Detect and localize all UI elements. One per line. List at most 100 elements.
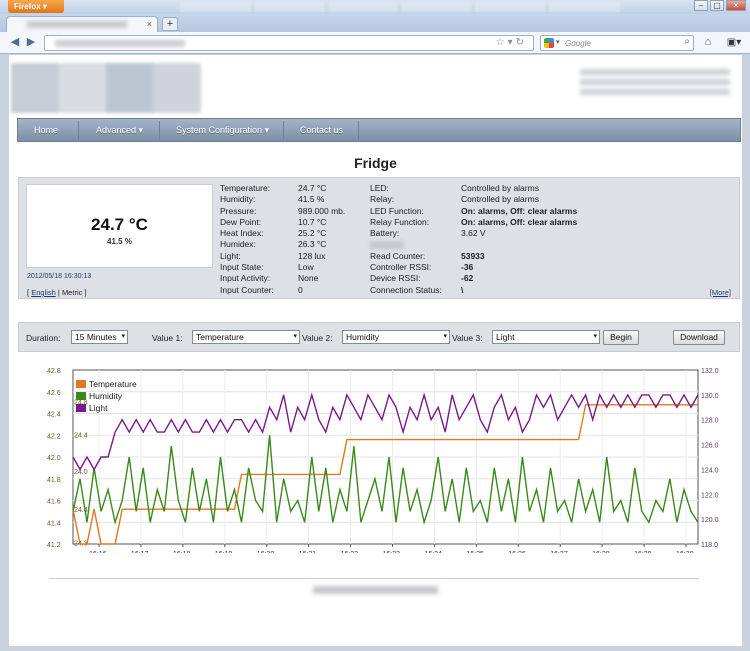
legend-label: Light (89, 403, 108, 413)
minimize-icon[interactable]: – (694, 0, 708, 11)
duration-select[interactable]: 15 Minutes ▾ (71, 330, 128, 344)
x-tick-label: 16:26 (508, 551, 526, 553)
field-value: 25.2 °C (298, 228, 327, 239)
new-tab-button[interactable]: + (162, 17, 178, 31)
duration-select-value: 15 Minutes (75, 332, 117, 342)
footer-text-redacted (313, 586, 438, 594)
site-tagline-redacted (580, 69, 730, 97)
menu-separator (159, 121, 160, 139)
field-label: LED: (370, 183, 389, 193)
sensor-chart-svg: 42.8 42.6 42.4 42.2 42.0 41.8 41.6 41.4 41.2 24.8… (47, 368, 719, 553)
legend-item-temperature: Temperature (76, 378, 137, 390)
y-left-tick-label: 41.8 (47, 477, 61, 484)
x-tick-label: 16:19 (215, 551, 233, 553)
legend-label: Temperature (89, 379, 137, 389)
field-value: 989.000 mb. (298, 205, 346, 216)
chevron-down-icon: ▾ (138, 125, 144, 135)
dropdown-arrow-icon: ▾ (443, 333, 447, 340)
device-info-panel: 24.7 °C 41.5 % 2012/05/18 16:30:13 [ Eng… (18, 177, 740, 299)
y-right-tick-label: 130.0 (701, 393, 719, 400)
search-bar[interactable]: ▾ Google ⌕ (540, 35, 694, 51)
field-value: 24.7 °C (298, 183, 327, 193)
field-label: Controller RSSI: (370, 262, 432, 273)
field-label: Input State: (220, 262, 264, 273)
footer-divider (49, 578, 699, 579)
x-tick-label: 16:24 (424, 551, 442, 553)
search-icon[interactable]: ⌕ (684, 36, 690, 47)
menu-item-home[interactable]: Home (34, 119, 58, 141)
google-icon[interactable] (544, 38, 554, 48)
background-tabs (180, 2, 620, 12)
field-label: Device RSSI: (370, 273, 421, 284)
units-english-link[interactable]: English (31, 288, 56, 297)
menu-item-advanced[interactable]: Advanced ▾ (96, 119, 143, 141)
window-controls: – ▢ ✕ (692, 0, 746, 11)
forward-icon[interactable]: ▶ (26, 36, 36, 48)
field-label: Dew Point: (220, 216, 262, 227)
current-humidity: 41.5 % (107, 237, 132, 246)
field-value: 53933 (461, 250, 485, 261)
unit-selector: [ English | Metric ] (27, 288, 87, 297)
field-label: Connection Status: (370, 284, 442, 295)
y-temp-tick-label: 24.4 (74, 507, 88, 514)
legend-item-humidity: Humidity (76, 390, 137, 402)
browser-tab-active[interactable]: × (6, 16, 158, 32)
value3-label: Value 3: (452, 333, 483, 343)
dropdown-arrow-icon: ▾ (121, 333, 125, 340)
units-bracket-open: [ (27, 288, 30, 297)
tab-close-icon[interactable]: × (146, 19, 152, 29)
menu-item-contact-us-label: Contact us (300, 125, 344, 135)
value2-label: Value 2: (302, 333, 333, 343)
back-icon[interactable]: ◀ (10, 36, 20, 48)
bookmark-reload-icons[interactable]: ☆▾↻ (495, 37, 527, 48)
field-value: On: alarms, Off: clear alarms (461, 216, 578, 227)
firefox-menu-button[interactable]: Firefox ▾ (8, 0, 64, 13)
y-left-tick-label: 42.6 (47, 390, 61, 397)
field-value: Low (298, 262, 314, 273)
site-logo-redacted (11, 63, 201, 113)
menu-separator (78, 121, 79, 139)
x-tick-label: 16:17 (131, 551, 149, 553)
field-label: Relay: (370, 194, 395, 205)
home-icon[interactable]: ⌂ (704, 36, 712, 48)
close-icon[interactable]: ✕ (726, 0, 746, 11)
url-bar[interactable]: ☆▾↻ (44, 35, 534, 51)
value3-select[interactable]: Light ▾ (492, 330, 600, 344)
status-labels-column: LED: Relay: LED Function: Relay Function… (370, 183, 442, 296)
menu-item-contact-us[interactable]: Contact us (300, 119, 343, 141)
value3-select-value: Light (496, 332, 515, 342)
units-bracket-close: ] (84, 288, 87, 297)
field-label: Input Activity: (220, 273, 271, 284)
y-left-tick-label: 42.4 (47, 412, 61, 419)
search-engine-caret-icon[interactable]: ▾ (556, 39, 560, 46)
field-value: None (298, 273, 319, 284)
light-series-line (72, 392, 699, 471)
current-reading-box: 24.7 °C 41.5 % (26, 184, 213, 268)
tab-strip: × + (0, 14, 750, 32)
field-label: Temperature: (220, 183, 271, 193)
begin-button[interactable]: Begin (603, 330, 639, 345)
field-label: Pressure: (220, 205, 257, 216)
field-value: Controlled by alarms (461, 183, 539, 193)
x-tick-label: 16:23 (383, 551, 401, 553)
chart-legend: Temperature Humidity Light (76, 378, 137, 414)
y-right-tick-label: 124.0 (701, 467, 719, 474)
field-value: -36 (461, 262, 474, 273)
field-label: LED Function: (370, 205, 424, 216)
extensions-icon[interactable]: ▣▾ (726, 37, 742, 48)
x-tick-label: 16:16 (89, 551, 107, 553)
value2-select[interactable]: Humidity ▾ (342, 330, 450, 344)
menu-item-home-label: Home (34, 125, 59, 135)
y-right-tick-label: 118.0 (701, 542, 718, 549)
legend-label: Humidity (89, 391, 123, 401)
more-link[interactable]: [More] (709, 288, 731, 297)
field-value: Controlled by alarms (461, 194, 539, 205)
download-button[interactable]: Download (673, 330, 725, 345)
field-label: Heat Index: (220, 228, 264, 239)
field-value: 41.5 % (298, 194, 325, 205)
x-tick-label: 16:22 (341, 551, 359, 553)
menu-item-system-configuration[interactable]: System Configuration ▾ (176, 119, 269, 141)
value1-select[interactable]: Temperature ▾ (192, 330, 300, 344)
x-tick-label: 16:28 (592, 551, 610, 553)
maximize-icon[interactable]: ▢ (710, 0, 724, 11)
